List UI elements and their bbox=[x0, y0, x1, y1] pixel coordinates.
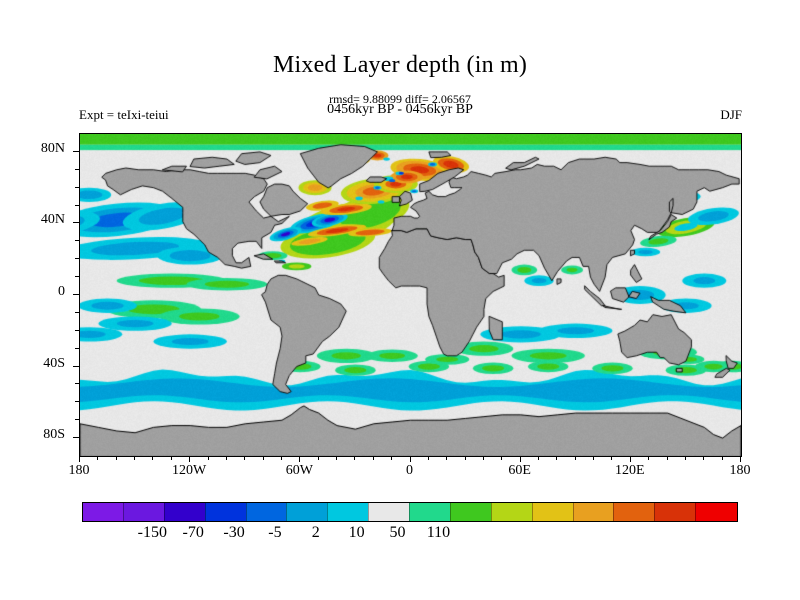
y-axis-tick bbox=[73, 366, 79, 367]
colorbar-swatch bbox=[368, 503, 410, 521]
y-axis-tick bbox=[73, 151, 79, 152]
x-axis-tick bbox=[575, 456, 576, 460]
y-axis-label: 80N bbox=[5, 141, 65, 157]
y-axis-tick bbox=[75, 330, 79, 331]
x-axis-label: 120W bbox=[149, 463, 229, 479]
x-axis-label: 180 bbox=[700, 463, 780, 479]
x-axis-tick bbox=[703, 456, 704, 460]
x-axis-tick bbox=[593, 456, 594, 460]
y-axis-tick bbox=[73, 222, 79, 223]
y-axis-tick bbox=[75, 169, 79, 170]
map-plot-area bbox=[79, 133, 742, 457]
colorbar-swatch bbox=[532, 503, 574, 521]
colorbar-swatch bbox=[246, 503, 288, 521]
x-axis-tick bbox=[483, 456, 484, 460]
colorbar-swatch bbox=[205, 503, 247, 521]
y-axis-tick bbox=[75, 383, 79, 384]
colorbar-tick-label: 110 bbox=[403, 524, 473, 542]
x-axis-tick bbox=[428, 456, 429, 460]
x-axis-tick bbox=[281, 456, 282, 460]
x-axis-tick bbox=[354, 456, 355, 460]
colorbar-swatch bbox=[695, 503, 737, 521]
y-axis-tick bbox=[75, 348, 79, 349]
colorbar-swatch bbox=[654, 503, 696, 521]
y-axis-tick bbox=[75, 187, 79, 188]
x-axis-tick bbox=[336, 456, 337, 460]
y-axis-label: 40S bbox=[5, 356, 65, 372]
x-axis-tick bbox=[630, 456, 631, 462]
x-axis-tick bbox=[116, 456, 117, 460]
colorbar-swatch bbox=[613, 503, 655, 521]
x-axis-tick bbox=[134, 456, 135, 460]
season-label: DJF bbox=[720, 107, 742, 123]
x-axis-tick bbox=[446, 456, 447, 460]
x-axis-label: 60E bbox=[480, 463, 560, 479]
colorbar-swatch bbox=[491, 503, 533, 521]
x-axis-tick bbox=[465, 456, 466, 460]
x-axis-tick bbox=[208, 456, 209, 460]
y-axis-tick bbox=[73, 437, 79, 438]
x-axis-tick bbox=[722, 456, 723, 460]
experiment-label: Expt = teIxi-teiui bbox=[79, 107, 169, 123]
map-raster bbox=[80, 134, 741, 456]
x-axis-tick bbox=[685, 456, 686, 460]
colorbar-swatch bbox=[164, 503, 206, 521]
colorbar-swatch bbox=[327, 503, 369, 521]
x-axis-tick bbox=[299, 456, 300, 462]
x-axis-tick bbox=[318, 456, 319, 460]
colorbar bbox=[82, 502, 738, 522]
colorbar-swatch bbox=[286, 503, 328, 521]
x-axis-label: 120E bbox=[590, 463, 670, 479]
y-axis-tick bbox=[75, 276, 79, 277]
y-axis-label: 0 bbox=[5, 284, 65, 300]
colorbar-swatch bbox=[573, 503, 615, 521]
y-axis-label: 80S bbox=[5, 427, 65, 443]
y-axis-tick bbox=[75, 258, 79, 259]
colorbar-swatch bbox=[409, 503, 451, 521]
x-axis-tick bbox=[538, 456, 539, 460]
x-axis-label: 0 bbox=[370, 463, 450, 479]
x-axis-tick bbox=[520, 456, 521, 462]
y-axis-tick bbox=[75, 240, 79, 241]
x-axis-tick bbox=[244, 456, 245, 460]
colorbar-swatch bbox=[83, 503, 124, 521]
x-axis-tick bbox=[171, 456, 172, 460]
x-axis-tick bbox=[740, 456, 741, 462]
x-axis-tick bbox=[391, 456, 392, 460]
y-axis-label: 40N bbox=[5, 212, 65, 228]
y-axis-tick bbox=[75, 312, 79, 313]
x-axis-tick bbox=[97, 456, 98, 460]
y-axis-tick bbox=[75, 401, 79, 402]
x-axis-label: 180 bbox=[39, 463, 119, 479]
x-axis-tick bbox=[556, 456, 557, 460]
y-axis-tick bbox=[73, 294, 79, 295]
colorbar-swatch bbox=[123, 503, 165, 521]
x-axis-tick bbox=[226, 456, 227, 460]
x-axis-tick bbox=[501, 456, 502, 460]
x-axis-tick bbox=[152, 456, 153, 460]
x-axis-tick bbox=[263, 456, 264, 460]
colorbar-swatch bbox=[450, 503, 492, 521]
y-axis-tick bbox=[75, 205, 79, 206]
x-axis-tick bbox=[648, 456, 649, 460]
x-axis-tick bbox=[667, 456, 668, 460]
climate-map-figure: Mixed Layer depth (in m) rmsd= 9.88099 d… bbox=[0, 0, 800, 600]
x-axis-tick bbox=[611, 456, 612, 460]
x-axis-label: 60W bbox=[259, 463, 339, 479]
x-axis-tick bbox=[373, 456, 374, 460]
x-axis-tick bbox=[79, 456, 80, 462]
x-axis-tick bbox=[189, 456, 190, 462]
page-title: Mixed Layer depth (in m) bbox=[0, 52, 800, 79]
x-axis-tick bbox=[410, 456, 411, 462]
y-axis-tick bbox=[75, 419, 79, 420]
